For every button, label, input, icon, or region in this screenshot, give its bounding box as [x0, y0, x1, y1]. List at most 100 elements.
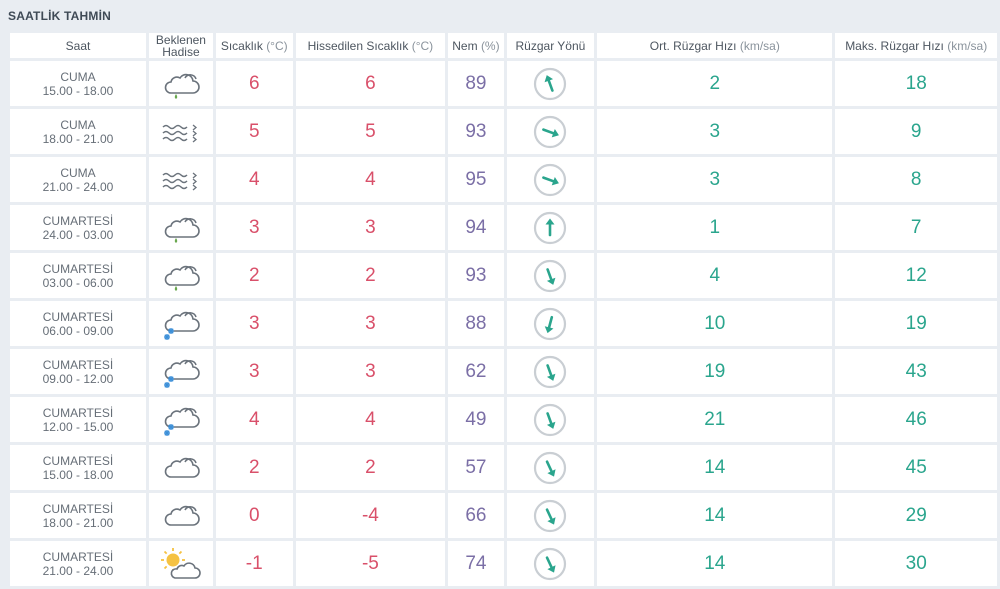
max-wind-cell: 46: [835, 397, 997, 442]
temperature-cell: 3: [215, 349, 293, 394]
wind-direction-arrow-icon: [507, 211, 595, 245]
time-cell: CUMARTESİ 21.00 - 24.00: [10, 541, 146, 586]
feels-like-cell: 4: [295, 157, 446, 202]
temperature-cell: 6: [215, 61, 293, 106]
time-range: 18.00 - 21.00: [42, 131, 114, 146]
max-wind-cell: 43: [835, 349, 997, 394]
wind-direction-cell: [506, 349, 595, 394]
temperature-cell: 5: [215, 109, 293, 154]
weather-icon-cell: [149, 109, 213, 154]
wind-direction-cell: [506, 541, 595, 586]
time-cell: CUMARTESİ 03.00 - 06.00: [10, 253, 146, 298]
time-cell: CUMARTESİ 18.00 - 21.00: [10, 493, 146, 538]
cloud-snow-icon: [149, 353, 213, 391]
header-ort-ruzgar: Ort. Rüzgar Hızı (km/sa): [597, 33, 833, 58]
table-row: CUMARTESİ 18.00 - 21.00 0 -4 66 14 29: [10, 493, 997, 538]
feels-like-cell: 3: [295, 301, 446, 346]
avg-wind-cell: 14: [597, 541, 833, 586]
avg-wind-cell: 21: [597, 397, 833, 442]
cloud-icon: [149, 499, 213, 533]
humidity-cell: 93: [448, 253, 504, 298]
day-label: CUMARTESİ: [42, 549, 114, 564]
time-range: 21.00 - 24.00: [42, 563, 114, 578]
weather-icon-cell: [149, 61, 213, 106]
avg-wind-cell: 4: [597, 253, 833, 298]
max-wind-cell: 8: [835, 157, 997, 202]
wind-direction-cell: [506, 301, 595, 346]
header-sicaklik: Sıcaklık (°C): [215, 33, 293, 58]
wind-direction-arrow-icon: [507, 451, 595, 485]
wind-direction-arrow-icon: [507, 547, 595, 581]
feels-like-cell: 6: [295, 61, 446, 106]
feels-like-cell: 5: [295, 109, 446, 154]
temperature-cell: 4: [215, 397, 293, 442]
day-label: CUMA: [60, 117, 96, 132]
table-row: CUMARTESİ 09.00 - 12.00 3 3 62 19 43: [10, 349, 997, 394]
humidity-cell: 88: [448, 301, 504, 346]
cloud-snow-icon: [149, 305, 213, 343]
wind-direction-arrow-icon: [507, 259, 595, 293]
wind-direction-arrow-icon: [507, 499, 595, 533]
day-label: CUMARTESİ: [42, 261, 114, 276]
time-cell: CUMARTESİ 09.00 - 12.00: [10, 349, 146, 394]
temperature-cell: 4: [215, 157, 293, 202]
time-range: 15.00 - 18.00: [42, 83, 114, 98]
time-range: 06.00 - 09.00: [42, 323, 114, 338]
feels-like-cell: 3: [295, 205, 446, 250]
day-label: CUMARTESİ: [42, 405, 114, 420]
time-cell: CUMA 21.00 - 24.00: [10, 157, 146, 202]
header-row: Saat Beklenen Hadise Sıcaklık (°C) Hissed…: [10, 33, 997, 58]
wind-direction-arrow-icon: [507, 355, 595, 389]
feels-like-cell: 2: [295, 445, 446, 490]
wind-direction-cell: [506, 205, 595, 250]
table-row: CUMA 21.00 - 24.00 4 4 95 3 8: [10, 157, 997, 202]
header-hadise: Beklenen Hadise: [149, 33, 213, 58]
time-cell: CUMARTESİ 24.00 - 03.00: [10, 205, 146, 250]
wind-direction-cell: [506, 157, 595, 202]
wind-direction-cell: [506, 61, 595, 106]
humidity-cell: 94: [448, 205, 504, 250]
temperature-cell: 3: [215, 301, 293, 346]
avg-wind-cell: 3: [597, 157, 833, 202]
humidity-cell: 57: [448, 445, 504, 490]
wind-direction-cell: [506, 445, 595, 490]
time-range: 18.00 - 21.00: [42, 515, 114, 530]
panel-title: SAATLİK TAHMİN: [8, 9, 112, 23]
max-wind-cell: 29: [835, 493, 997, 538]
max-wind-cell: 7: [835, 205, 997, 250]
table-row: CUMARTESİ 24.00 - 03.00 3 3 94 1 7: [10, 205, 997, 250]
temperature-cell: 2: [215, 253, 293, 298]
weather-icon-cell: [149, 301, 213, 346]
humidity-cell: 93: [448, 109, 504, 154]
fog-icon: [149, 117, 213, 147]
weather-icon-cell: [149, 493, 213, 538]
feels-like-cell: -5: [295, 541, 446, 586]
avg-wind-cell: 10: [597, 301, 833, 346]
weather-icon-cell: [149, 253, 213, 298]
humidity-cell: 74: [448, 541, 504, 586]
header-maks-ruzgar: Maks. Rüzgar Hızı (km/sa): [835, 33, 997, 58]
table-row: CUMARTESİ 15.00 - 18.00 2 2 57 14 45: [10, 445, 997, 490]
avg-wind-cell: 19: [597, 349, 833, 394]
day-label: CUMARTESİ: [42, 213, 114, 228]
time-range: 12.00 - 15.00: [42, 419, 114, 434]
time-range: 15.00 - 18.00: [42, 467, 114, 482]
header-ruzgar-yonu: Rüzgar Yönü: [506, 33, 595, 58]
cloud-rain-icon: [149, 67, 213, 101]
wind-direction-arrow-icon: [507, 115, 595, 149]
weather-icon-cell: [149, 445, 213, 490]
weather-icon-cell: [149, 541, 213, 586]
day-label: CUMARTESİ: [42, 453, 114, 468]
humidity-cell: 49: [448, 397, 504, 442]
wind-direction-cell: [506, 493, 595, 538]
wind-direction-cell: [506, 253, 595, 298]
wind-direction-arrow-icon: [507, 163, 595, 197]
wind-direction-arrow-icon: [507, 307, 595, 341]
header-saat: Saat: [10, 33, 146, 58]
weather-icon-cell: [149, 349, 213, 394]
feels-like-cell: -4: [295, 493, 446, 538]
cloud-snow-icon: [149, 401, 213, 439]
weather-icon-cell: [149, 157, 213, 202]
header-hissedilen: Hissedilen Sıcaklık (°C): [295, 33, 446, 58]
time-range: 21.00 - 24.00: [42, 179, 114, 194]
